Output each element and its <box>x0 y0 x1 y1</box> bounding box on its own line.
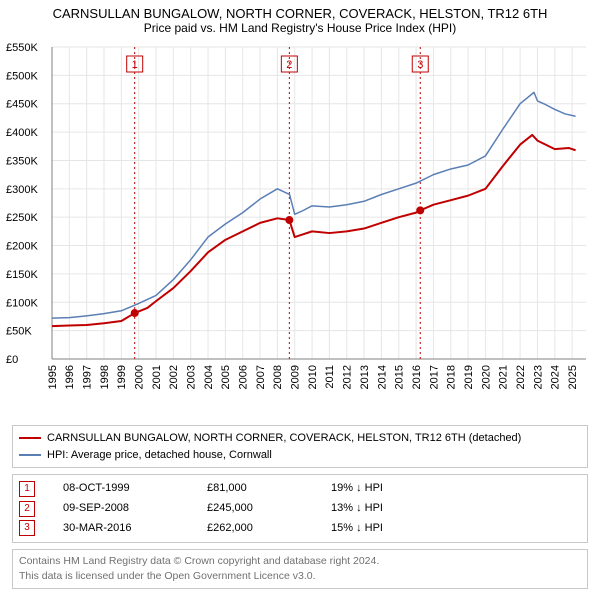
svg-text:£50K: £50K <box>6 326 32 338</box>
svg-text:2022: 2022 <box>515 365 527 389</box>
sale-date: 08-OCT-1999 <box>63 479 203 499</box>
legend-swatch <box>19 454 41 456</box>
svg-text:2: 2 <box>286 59 292 71</box>
svg-text:2003: 2003 <box>186 365 198 389</box>
legend-row: CARNSULLAN BUNGALOW, NORTH CORNER, COVER… <box>19 430 581 447</box>
svg-text:1998: 1998 <box>99 365 111 389</box>
svg-text:2016: 2016 <box>411 365 423 389</box>
legend-box: CARNSULLAN BUNGALOW, NORTH CORNER, COVER… <box>12 425 588 468</box>
sale-price: £81,000 <box>207 479 327 499</box>
svg-text:2005: 2005 <box>220 365 232 389</box>
svg-text:2014: 2014 <box>376 365 388 389</box>
sale-marker: 3 <box>19 520 35 536</box>
footer-line: Contains HM Land Registry data © Crown c… <box>19 554 581 569</box>
svg-text:3: 3 <box>417 59 423 71</box>
svg-text:2012: 2012 <box>342 365 354 389</box>
svg-text:£150K: £150K <box>6 269 38 281</box>
chart-plot-area: £0 £50K £100K £150K £200K £250K £300K £350K £400… <box>0 39 600 419</box>
svg-text:2001: 2001 <box>151 365 163 389</box>
legend-label: HPI: Average price, detached house, Corn… <box>47 447 272 464</box>
svg-text:2007: 2007 <box>255 365 267 389</box>
svg-text:2015: 2015 <box>394 365 406 389</box>
svg-text:£450K: £450K <box>6 99 38 111</box>
svg-text:2013: 2013 <box>359 365 371 389</box>
svg-text:1996: 1996 <box>64 365 76 389</box>
svg-text:£400K: £400K <box>6 127 38 139</box>
footer-line: This data is licensed under the Open Gov… <box>19 569 581 584</box>
svg-text:2019: 2019 <box>463 365 475 389</box>
legend-label: CARNSULLAN BUNGALOW, NORTH CORNER, COVER… <box>47 430 521 447</box>
sale-row: 1 08-OCT-1999£81,00019% ↓ HPI <box>19 479 581 499</box>
sale-delta: 13% ↓ HPI <box>331 499 383 519</box>
legend-swatch <box>19 437 41 439</box>
svg-text:£500K: £500K <box>6 70 38 82</box>
svg-text:£550K: £550K <box>6 42 38 54</box>
svg-text:£0: £0 <box>6 354 18 366</box>
svg-text:2017: 2017 <box>428 365 440 389</box>
sales-box: 1 08-OCT-1999£81,00019% ↓ HPI 2 09-SEP-2008… <box>12 474 588 543</box>
svg-text:2025: 2025 <box>567 365 579 389</box>
chart-title: CARNSULLAN BUNGALOW, NORTH CORNER, COVER… <box>0 0 600 21</box>
chart-container: CARNSULLAN BUNGALOW, NORTH CORNER, COVER… <box>0 0 600 589</box>
svg-text:1999: 1999 <box>116 365 128 389</box>
footer-box: Contains HM Land Registry data © Crown c… <box>12 549 588 588</box>
sale-date: 09-SEP-2008 <box>63 499 203 519</box>
svg-text:£100K: £100K <box>6 297 38 309</box>
svg-text:2009: 2009 <box>290 365 302 389</box>
svg-text:2024: 2024 <box>550 365 562 389</box>
sale-marker: 1 <box>19 481 35 497</box>
svg-text:2010: 2010 <box>307 365 319 389</box>
sale-row: 3 30-MAR-2016£262,00015% ↓ HPI <box>19 519 581 539</box>
svg-text:2004: 2004 <box>203 365 215 389</box>
sale-price: £245,000 <box>207 499 327 519</box>
svg-text:2021: 2021 <box>498 365 510 389</box>
sale-row: 2 09-SEP-2008£245,00013% ↓ HPI <box>19 499 581 519</box>
svg-text:1: 1 <box>132 59 138 71</box>
svg-text:£350K: £350K <box>6 155 38 167</box>
svg-text:2008: 2008 <box>272 365 284 389</box>
sale-delta: 15% ↓ HPI <box>331 519 383 539</box>
chart-subtitle: Price paid vs. HM Land Registry's House … <box>0 21 600 39</box>
svg-text:2002: 2002 <box>168 365 180 389</box>
svg-text:£300K: £300K <box>6 184 38 196</box>
svg-text:1997: 1997 <box>82 365 94 389</box>
svg-text:2011: 2011 <box>324 365 336 389</box>
sale-price: £262,000 <box>207 519 327 539</box>
svg-text:£250K: £250K <box>6 212 38 224</box>
sale-marker: 2 <box>19 501 35 517</box>
svg-text:1995: 1995 <box>47 365 59 389</box>
svg-text:£200K: £200K <box>6 241 38 253</box>
svg-text:2006: 2006 <box>238 365 250 389</box>
svg-text:2023: 2023 <box>532 365 544 389</box>
svg-text:2020: 2020 <box>480 365 492 389</box>
sale-delta: 19% ↓ HPI <box>331 479 383 499</box>
svg-text:2000: 2000 <box>134 365 146 389</box>
svg-text:2018: 2018 <box>446 365 458 389</box>
legend-row: HPI: Average price, detached house, Corn… <box>19 447 581 464</box>
sale-date: 30-MAR-2016 <box>63 519 203 539</box>
